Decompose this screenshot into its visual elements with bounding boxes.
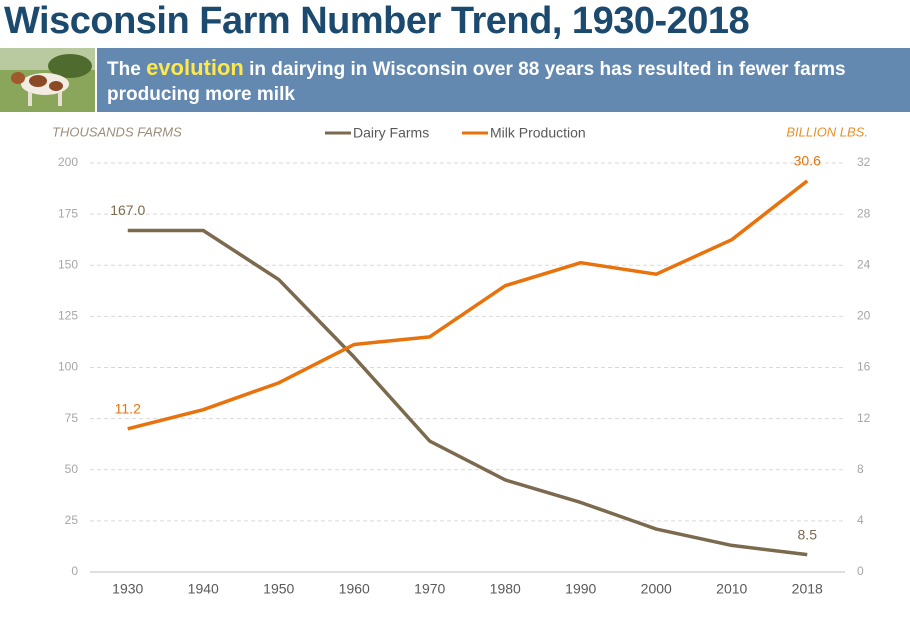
y-tick-label: 100 bbox=[58, 360, 78, 374]
x-tick-label: 2018 bbox=[792, 581, 823, 597]
y-tick-label: 175 bbox=[58, 206, 78, 220]
chart: THOUSANDS FARMS BILLION LBS. 0 25 50 75 100 1… bbox=[52, 124, 871, 597]
y-tick-label: 125 bbox=[58, 309, 78, 323]
subtitle-highlight: evolution bbox=[146, 55, 244, 80]
y2-tick-label: 12 bbox=[857, 411, 871, 425]
subtitle-banner: The evolution in dairying in Wisconsin o… bbox=[97, 48, 910, 112]
subtitle-text: in dairying in Wisconsin over 88 years h… bbox=[107, 59, 846, 105]
y2-tick-label: 16 bbox=[857, 360, 871, 374]
x-tick-label: 1960 bbox=[339, 581, 370, 597]
y-tick-label: 150 bbox=[58, 257, 78, 271]
data-label: 11.2 bbox=[115, 401, 141, 417]
x-tick-label: 2000 bbox=[641, 581, 672, 597]
x-tick-label: 2010 bbox=[716, 581, 747, 597]
data-label: 8.5 bbox=[798, 526, 818, 542]
legend-label: Milk Production bbox=[490, 125, 586, 141]
y-tick-label: 25 bbox=[65, 513, 79, 527]
x-tick-label: 1990 bbox=[565, 581, 596, 597]
y-tick-label: 75 bbox=[65, 411, 79, 425]
x-tick-label: 1950 bbox=[263, 581, 294, 597]
data-label: 167.0 bbox=[110, 202, 145, 218]
y-tick-label: 200 bbox=[58, 155, 78, 169]
y2-tick-label: 0 bbox=[857, 564, 864, 578]
series-line bbox=[127, 179, 809, 431]
y-axis-label: THOUSANDS FARMS bbox=[52, 124, 182, 139]
legend-label: Dairy Farms bbox=[353, 125, 429, 141]
subtitle-text: The bbox=[107, 59, 147, 80]
x-tick-label: 1930 bbox=[112, 581, 143, 597]
cow-photo bbox=[0, 48, 95, 112]
y2-tick-label: 32 bbox=[857, 155, 871, 169]
series-line bbox=[127, 228, 808, 557]
page-title: Wisconsin Farm Number Trend, 1930-2018 bbox=[4, 0, 750, 42]
y2-tick-label: 4 bbox=[857, 513, 864, 527]
x-tick-label: 1970 bbox=[414, 581, 445, 597]
y2-tick-label: 24 bbox=[857, 257, 871, 271]
y2-tick-label: 20 bbox=[857, 309, 871, 323]
y-tick-label: 0 bbox=[71, 564, 78, 578]
y2-axis-label: BILLION LBS. bbox=[786, 124, 868, 139]
y2-tick-label: 28 bbox=[857, 206, 871, 220]
data-label: 30.6 bbox=[794, 153, 821, 169]
y2-tick-label: 8 bbox=[857, 462, 864, 476]
x-tick-label: 1940 bbox=[188, 581, 219, 597]
y-tick-label: 50 bbox=[65, 462, 79, 476]
x-tick-label: 1980 bbox=[490, 581, 521, 597]
